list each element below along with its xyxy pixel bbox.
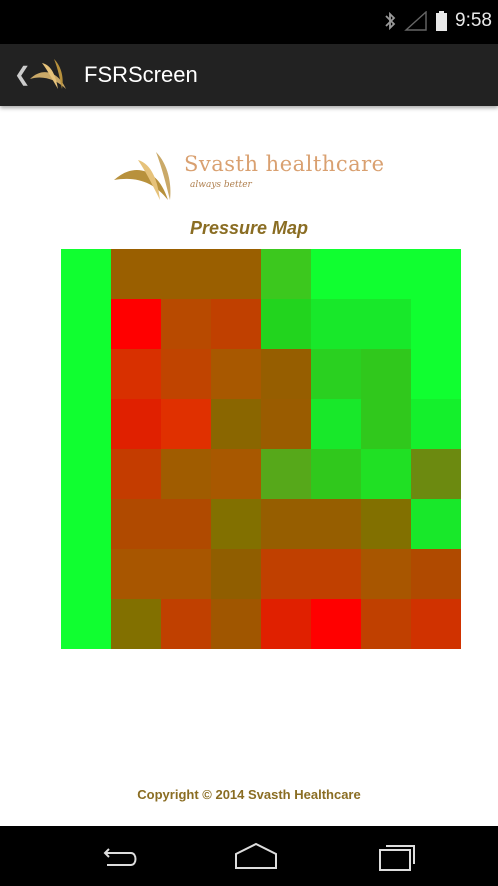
pressure-cell-r6-c1 — [111, 549, 162, 600]
bluetooth-icon — [385, 11, 396, 31]
pressure-cell-r3-c2 — [161, 399, 212, 450]
back-chevron-icon[interactable]: ❮ — [14, 64, 31, 86]
pressure-cell-r5-c7 — [411, 499, 461, 550]
pressure-cell-r5-c0 — [61, 499, 112, 550]
pressure-cell-r7-c2 — [161, 599, 212, 649]
pressure-cell-r4-c0 — [61, 449, 112, 500]
app-logo-icon[interactable] — [28, 57, 72, 91]
pressure-cell-r3-c3 — [211, 399, 262, 450]
copyright-text: Copyright © 2014 Svasth Healthcare — [137, 787, 361, 802]
pressure-cell-r4-c3 — [211, 449, 262, 500]
pressure-cell-r4-c6 — [361, 449, 412, 500]
pressure-cell-r3-c6 — [361, 399, 412, 450]
brand-tagline: always better — [190, 180, 252, 190]
pressure-cell-r4-c1 — [111, 449, 162, 500]
signal-icon — [404, 11, 427, 31]
pressure-cell-r4-c7 — [411, 449, 461, 500]
pressure-cell-r0-c7 — [411, 249, 461, 300]
pressure-cell-r1-c6 — [361, 299, 412, 350]
pressure-cell-r1-c3 — [211, 299, 262, 350]
pressure-cell-r7-c1 — [111, 599, 162, 649]
home-icon[interactable] — [232, 840, 280, 872]
pressure-cell-r4-c2 — [161, 449, 212, 500]
pressure-cell-r7-c5 — [311, 599, 362, 649]
pressure-cell-r6-c6 — [361, 549, 412, 600]
pressure-cell-r2-c0 — [61, 349, 112, 400]
pressure-cell-r5-c4 — [261, 499, 312, 550]
pressure-cell-r0-c6 — [361, 249, 412, 300]
pressure-cell-r0-c0 — [61, 249, 112, 300]
recents-icon[interactable] — [372, 840, 420, 872]
battery-icon — [436, 11, 448, 31]
pressure-cell-r1-c4 — [261, 299, 312, 350]
pressure-cell-r0-c3 — [211, 249, 262, 300]
pressure-cell-r4-c5 — [311, 449, 362, 500]
pressure-cell-r6-c0 — [61, 549, 112, 600]
brand-logo: Svasth healthcare always better — [112, 150, 412, 205]
pressure-cell-r1-c1 — [111, 299, 162, 350]
pressure-cell-r6-c3 — [211, 549, 262, 600]
pressure-cell-r1-c2 — [161, 299, 212, 350]
app-title: FSRScreen — [84, 62, 198, 87]
status-time: 9:58 — [455, 10, 492, 31]
pressure-cell-r1-c7 — [411, 299, 461, 350]
pressure-map-title: Pressure Map — [189, 218, 309, 238]
pressure-cell-r1-c5 — [311, 299, 362, 350]
pressure-cell-r2-c3 — [211, 349, 262, 400]
pressure-cell-r5-c5 — [311, 499, 362, 550]
pressure-cell-r6-c7 — [411, 549, 461, 600]
back-nav-icon[interactable] — [95, 840, 143, 872]
pressure-cell-r2-c5 — [311, 349, 362, 400]
status-bar: 9:58 — [0, 0, 498, 44]
pressure-cell-r0-c5 — [311, 249, 362, 300]
pressure-cell-r7-c7 — [411, 599, 461, 649]
brand-name: Svasth healthcare — [184, 152, 385, 176]
pressure-cell-r3-c7 — [411, 399, 461, 450]
pressure-cell-r6-c4 — [261, 549, 312, 600]
pressure-cell-r3-c1 — [111, 399, 162, 450]
pressure-cell-r6-c5 — [311, 549, 362, 600]
pressure-cell-r0-c2 — [161, 249, 212, 300]
pressure-map — [61, 249, 461, 649]
pressure-cell-r7-c6 — [361, 599, 412, 649]
pressure-cell-r5-c6 — [361, 499, 412, 550]
pressure-cell-r0-c1 — [111, 249, 162, 300]
pressure-cell-r5-c3 — [211, 499, 262, 550]
pressure-cell-r7-c3 — [211, 599, 262, 649]
pressure-cell-r2-c7 — [411, 349, 461, 400]
pressure-cell-r2-c4 — [261, 349, 312, 400]
pressure-cell-r5-c2 — [161, 499, 212, 550]
pressure-cell-r3-c0 — [61, 399, 112, 450]
pressure-cell-r2-c1 — [111, 349, 162, 400]
pressure-cell-r3-c4 — [261, 399, 312, 450]
leaf-logo-icon — [114, 152, 171, 200]
pressure-cell-r2-c2 — [161, 349, 212, 400]
pressure-cell-r3-c5 — [311, 399, 362, 450]
navigation-bar — [0, 826, 498, 886]
pressure-cell-r2-c6 — [361, 349, 412, 400]
pressure-cell-r0-c4 — [261, 249, 312, 300]
pressure-cell-r5-c1 — [111, 499, 162, 550]
pressure-cell-r1-c0 — [61, 299, 112, 350]
pressure-cell-r6-c2 — [161, 549, 212, 600]
pressure-cell-r4-c4 — [261, 449, 312, 500]
pressure-cell-r7-c4 — [261, 599, 312, 649]
app-bar: ❮ FSRScreen — [0, 44, 498, 106]
pressure-cell-r7-c0 — [61, 599, 112, 649]
